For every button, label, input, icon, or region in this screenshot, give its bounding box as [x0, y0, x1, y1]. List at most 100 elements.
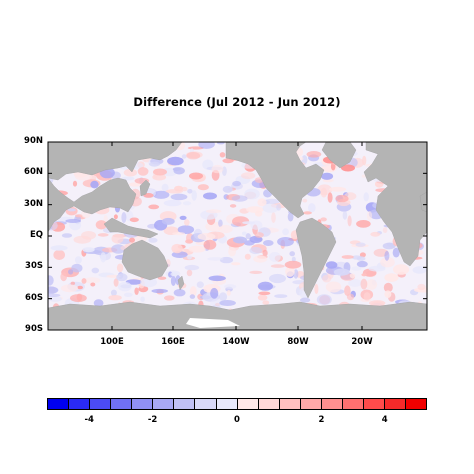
anomaly-patch [257, 294, 268, 301]
anomaly-patch [151, 288, 168, 294]
anomaly-patch [75, 214, 83, 218]
maritime-continent-land [103, 217, 159, 239]
anomaly-patch [137, 167, 149, 176]
lat-label: 30S [25, 261, 43, 272]
anomaly-patch [314, 283, 319, 295]
anomaly-patch [198, 142, 215, 149]
anomaly-patch [282, 228, 289, 236]
lat-label: 30N [24, 198, 43, 209]
anomaly-patch [171, 243, 183, 254]
anomaly-patch [360, 278, 368, 290]
australia-land [121, 239, 169, 281]
anomaly-hotspot [153, 168, 167, 176]
anomaly-patch [320, 187, 328, 198]
anomaly-patch [224, 284, 237, 289]
anomaly-patch [327, 192, 333, 203]
colorbar-swatch [363, 399, 385, 409]
anomaly-patch [83, 277, 101, 284]
anomaly-patch [270, 264, 285, 268]
anomaly-patch [362, 155, 367, 166]
anomaly-patch [361, 273, 367, 277]
anomaly-patch [77, 285, 83, 290]
anomaly-patch [341, 255, 354, 259]
colorbar-swatch [237, 399, 259, 409]
anomaly-patch [140, 296, 145, 302]
anomaly-patch [276, 203, 282, 211]
colorbar-swatch [111, 399, 133, 409]
lat-label: EQ [29, 230, 43, 240]
anomaly-patch [257, 198, 267, 207]
anomaly-patch [210, 287, 219, 299]
anomaly-patch [253, 255, 268, 263]
colorbar-swatch [406, 399, 427, 409]
anomaly-patch [123, 292, 133, 297]
anomaly-patch [188, 245, 206, 253]
anomaly-patch [91, 267, 100, 274]
colorbar-swatch [69, 399, 91, 409]
anomaly-patch [218, 292, 228, 302]
anomaly-patch [264, 198, 280, 204]
colorbar-swatch [90, 399, 112, 409]
asia-land [48, 142, 183, 181]
anomaly-patch [170, 272, 178, 277]
lon-label: 20W [351, 337, 373, 347]
anomaly-patch [196, 281, 204, 289]
new-zealand-land [177, 275, 185, 291]
lat-label: 90S [25, 324, 43, 334]
south-america-land [295, 217, 337, 299]
anomaly-patch [110, 289, 117, 296]
anomaly-patch [382, 242, 396, 250]
anomaly-patch [48, 296, 62, 302]
anomaly-patch [197, 184, 209, 191]
anomaly-hotspot [189, 172, 203, 180]
colorbar-tick-label: 0 [234, 415, 240, 425]
lat-label: 90N [24, 136, 43, 146]
anomaly-patch [262, 300, 270, 305]
anomaly-patch [184, 219, 190, 226]
anomaly-patch [392, 247, 400, 258]
anomaly-patch [363, 292, 371, 302]
anomaly-patch [68, 269, 74, 275]
anomaly-patch [189, 294, 196, 299]
japan-land [139, 179, 151, 197]
colorbar-swatch [48, 399, 70, 409]
anomaly-patch [274, 294, 288, 298]
anomaly-patch [121, 212, 127, 223]
anomaly-patch [329, 186, 347, 192]
anomaly-patch [203, 239, 217, 250]
anomaly-patch [140, 277, 158, 288]
anomaly-patch [241, 231, 247, 236]
anomaly-patch [291, 256, 296, 263]
anomaly-patch [356, 260, 368, 268]
anomaly-patch [231, 195, 248, 202]
anomaly-patch [164, 295, 175, 301]
china-se-asia-land [48, 177, 137, 233]
anomaly-patch [219, 152, 226, 158]
anomaly-patch [306, 151, 322, 158]
anomaly-patch [412, 266, 427, 274]
anomaly-patch [60, 272, 67, 282]
anomaly-patch [284, 260, 302, 269]
anomaly-patch [181, 154, 187, 159]
colorbar-tick-label: -2 [147, 415, 158, 425]
colorbar-swatch [216, 399, 238, 409]
anomaly-patch [257, 281, 273, 291]
anomaly-patch [197, 233, 216, 241]
anomaly-patch [289, 251, 296, 257]
anomaly-patch [65, 219, 81, 223]
anomaly-patch [287, 212, 294, 222]
anomaly-patch [249, 270, 263, 274]
anomaly-patch [116, 263, 124, 273]
anomaly-patch [70, 281, 76, 286]
anomaly-patch [170, 275, 176, 286]
anomaly-patch [208, 275, 226, 282]
anomaly-patch [167, 156, 184, 166]
anomaly-patch [269, 273, 286, 284]
anomaly-patch [355, 242, 366, 247]
lon-label: 140W [222, 337, 250, 347]
anomaly-patch [71, 263, 83, 273]
anomaly-patch [173, 289, 186, 297]
anomaly-patch [393, 264, 410, 275]
anomaly-patch [365, 279, 378, 290]
anomaly-patch [335, 194, 349, 203]
